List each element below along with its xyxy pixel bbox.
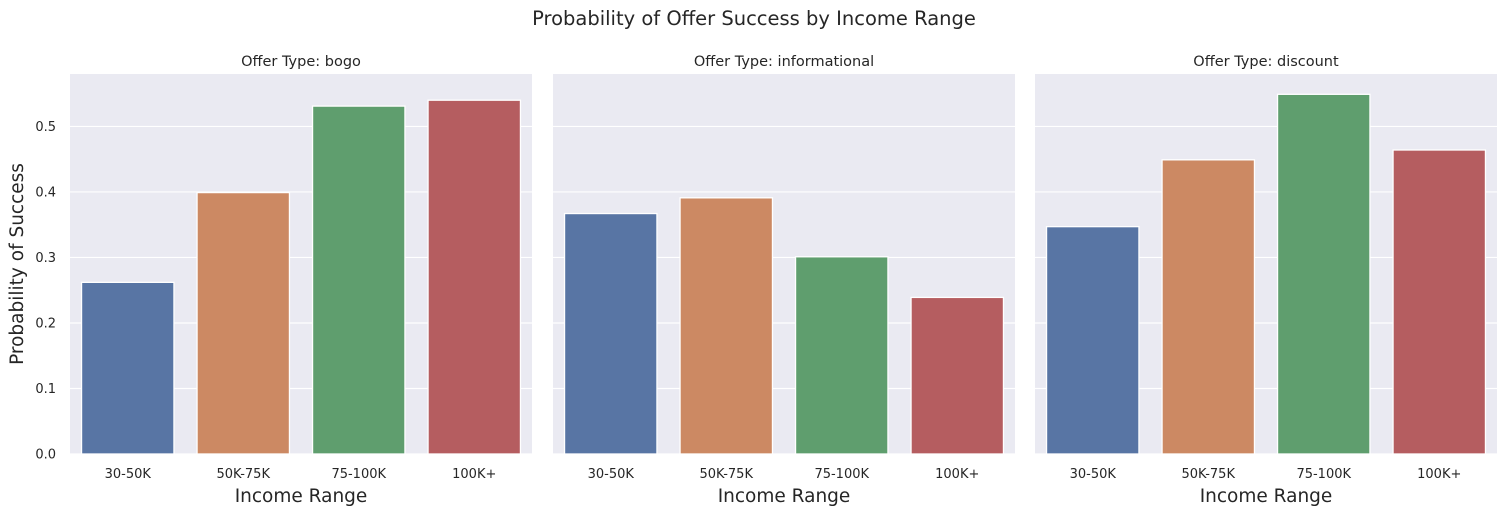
x-tick-label: 50K-75K	[217, 467, 271, 482]
bar-75-100k	[311, 105, 406, 455]
y-tick-label: 0.0	[35, 448, 56, 463]
panel-3: Offer Type: discount 30-50K 50K-75K 75-100K…	[1035, 54, 1497, 507]
bar-100k+	[427, 99, 522, 455]
panels-layer: 0.0 0.1 0.2 0.3 0.4 0.5 Offer Type: bogo 30-50K…	[35, 54, 1497, 507]
y-tick-label: 0.3	[35, 251, 56, 266]
x-tick-label: 30-50K	[105, 467, 152, 482]
bar-75-100k	[1276, 93, 1371, 455]
y-tick-label: 0.2	[35, 316, 56, 331]
x-tick-label: 75-100K	[814, 467, 869, 482]
x-tick-label: 50K-75K	[700, 467, 754, 482]
panel-title: Offer Type: discount	[1193, 54, 1339, 70]
x-tick-label: 30-50K	[588, 467, 635, 482]
x-tick-label: 75-100K	[331, 467, 386, 482]
bar-50k-75k	[1161, 159, 1256, 455]
x-tick-label: 30-50K	[1070, 467, 1117, 482]
bar-100k+	[1392, 149, 1487, 455]
bar-30-50k	[80, 281, 175, 455]
chart-title: Probability of Offer Success by Income R…	[532, 7, 976, 30]
x-tick-label: 75-100K	[1296, 467, 1351, 482]
panel-2: Offer Type: informational 30-50K 50K-75K 75…	[553, 54, 1015, 507]
panel-title: Offer Type: bogo	[241, 54, 361, 70]
x-axis-label: Income Range	[235, 486, 368, 507]
x-axis-label: Income Range	[718, 486, 851, 507]
x-tick-label: 100K+	[1417, 467, 1461, 482]
bar-50k-75k	[196, 191, 291, 455]
y-tick-label: 0.1	[35, 382, 56, 397]
x-tick-label: 50K-75K	[1182, 467, 1236, 482]
bar-100k+	[910, 296, 1005, 455]
bar-75-100k	[794, 256, 889, 455]
y-tick-label: 0.4	[35, 185, 56, 200]
x-tick-label: 100K+	[935, 467, 979, 482]
y-tick-label: 0.5	[35, 120, 56, 135]
bar-30-50k	[563, 212, 658, 455]
y-axis-label: Probability of Success	[7, 163, 28, 365]
x-tick-label: 100K+	[452, 467, 496, 482]
panel-1: 0.0 0.1 0.2 0.3 0.4 0.5 Offer Type: bogo 30-50K…	[35, 54, 532, 507]
bar-50k-75k	[679, 197, 774, 455]
bar-30-50k	[1045, 226, 1140, 455]
panel-title: Offer Type: informational	[694, 54, 874, 70]
x-axis-label: Income Range	[1200, 486, 1333, 507]
